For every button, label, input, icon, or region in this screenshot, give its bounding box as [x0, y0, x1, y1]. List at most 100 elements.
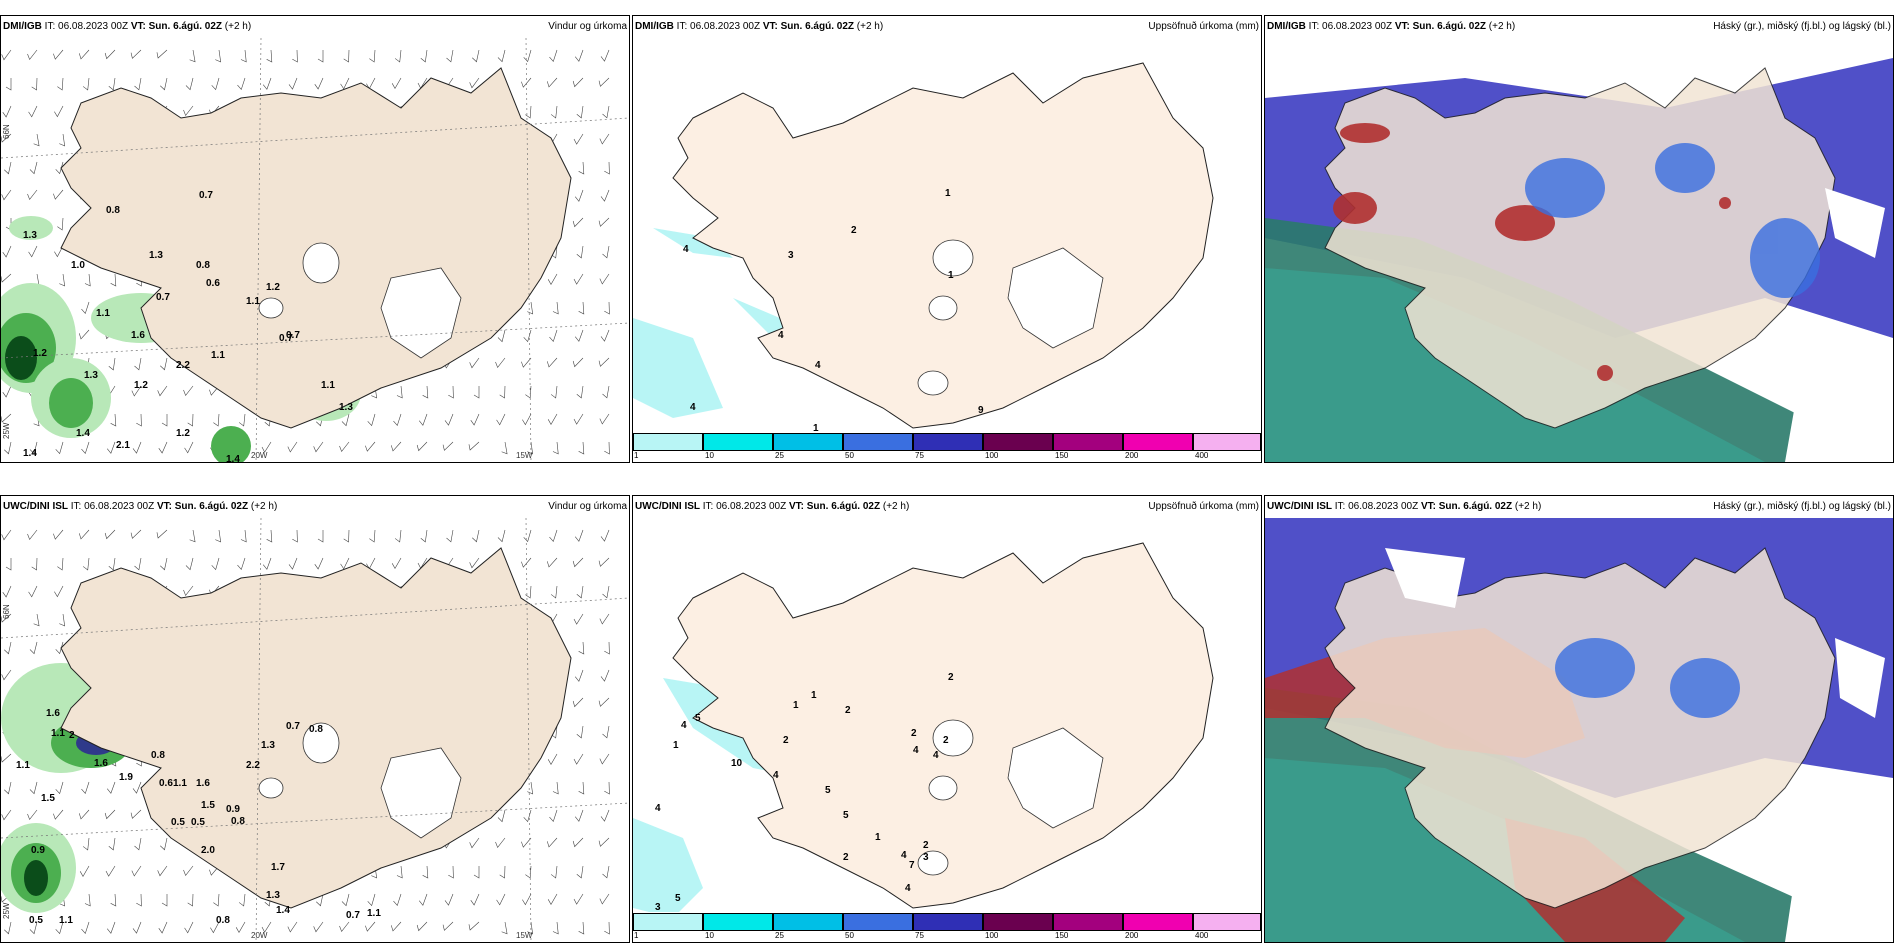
- wind-barb: [57, 217, 64, 231]
- wind-barb: [189, 529, 196, 543]
- precip-label: 1.1: [246, 296, 260, 307]
- precip-label: 0.8: [309, 724, 323, 735]
- colorbar-swatch: [1123, 433, 1193, 451]
- wind-barb: [602, 585, 610, 599]
- wind-barb: [521, 77, 532, 88]
- colorbar-tick: 100: [985, 451, 999, 460]
- wind-barb: [134, 557, 142, 571]
- accum-label: 1: [811, 690, 817, 701]
- accum-label: 1: [813, 423, 819, 434]
- wind-barb: [288, 77, 298, 90]
- colorbar-swatch: [1053, 913, 1123, 931]
- wind-barb: [33, 613, 40, 627]
- precip-label: 1.2: [176, 428, 190, 439]
- wind-barb: [110, 893, 117, 907]
- wind-barb: [416, 921, 428, 932]
- wind-barb: [84, 893, 91, 907]
- wind-barb: [572, 837, 584, 848]
- wind-barb: [2, 585, 12, 598]
- lon-label-25: 25W: [2, 422, 11, 439]
- colorbar-swatch: [983, 433, 1053, 451]
- wind-barb: [599, 753, 610, 765]
- wind-barb: [496, 413, 506, 426]
- colorbar-swatch: [983, 913, 1053, 931]
- wind-barb: [287, 921, 298, 933]
- wind-barb: [418, 413, 428, 426]
- valid-time: Sun. 6.ágú. 02Z: [780, 21, 854, 32]
- wind-barb: [78, 49, 90, 60]
- precip-label: 1.3: [266, 890, 280, 901]
- wind-barb: [599, 273, 610, 285]
- wind-barb: [523, 329, 532, 343]
- wind-barb: [420, 49, 428, 63]
- cloud-mid-patches: [1333, 123, 1731, 381]
- wind-barb: [600, 529, 610, 542]
- wind-barb: [157, 865, 168, 877]
- wind-barb: [525, 105, 532, 119]
- precip-label: 0.5: [29, 915, 43, 926]
- wind-barb: [600, 49, 610, 62]
- wind-barb: [472, 49, 480, 63]
- init-time: IT: 06.08.2023 00Z: [70, 501, 155, 512]
- colorbar-swatch: [1193, 433, 1261, 451]
- lon-label-15: 15W: [516, 931, 533, 940]
- lon-label-20: 20W: [251, 931, 268, 940]
- wind-barb: [576, 105, 584, 119]
- wind-barb: [104, 49, 116, 60]
- wind-barb: [82, 837, 90, 851]
- wind-barb: [1, 753, 12, 763]
- precip-label: 1.0: [71, 260, 85, 271]
- accum-label: 2: [948, 672, 954, 683]
- model-name: DMI/IGB: [3, 21, 42, 32]
- wind-barb: [469, 837, 480, 849]
- accum-label: 5: [675, 893, 681, 904]
- lat-label-66: 66N: [2, 604, 11, 619]
- wind-barb: [497, 529, 506, 543]
- wind-barb: [160, 837, 168, 851]
- iceland-landmass: [1324, 547, 1836, 909]
- wind-barb: [576, 585, 584, 599]
- wind-barb: [469, 77, 480, 89]
- model-name: UWC/DINI ISL: [635, 501, 700, 512]
- accum-label: 1: [875, 832, 881, 843]
- wind-barb: [600, 809, 610, 822]
- wind-barb: [552, 301, 559, 315]
- wind-barb: [4, 781, 12, 795]
- precip-label: 1.2: [33, 348, 47, 359]
- wind-barb: [110, 273, 117, 287]
- precip-label: 0.7: [346, 910, 360, 921]
- wind-barb: [156, 529, 168, 539]
- wind-barb: [161, 414, 168, 427]
- wind-barb: [317, 530, 324, 543]
- precip-label: 1.2: [266, 282, 280, 293]
- init-time: IT: 06.08.2023 00Z: [676, 21, 761, 32]
- wind-barb: [132, 781, 142, 794]
- wind-barb: [240, 529, 247, 543]
- colorbar-tick: 10: [705, 451, 714, 460]
- graticule: [1, 518, 629, 942]
- wind-barb: [598, 697, 610, 707]
- precip-label: 1.1: [211, 350, 225, 361]
- valid-label: VT:: [788, 501, 804, 512]
- wind-barb: [55, 921, 64, 935]
- wind-barb: [213, 413, 220, 427]
- wind-barb: [81, 301, 90, 315]
- wind-barb: [468, 921, 480, 931]
- wind-barb: [134, 357, 142, 371]
- wind-barb: [497, 49, 506, 63]
- precip-label: 1.1: [321, 380, 335, 391]
- precip-label: 1.5: [201, 800, 215, 811]
- panel-header: UWC/DINI ISL IT: 06.08.2023 00Z VT: Sun.…: [633, 496, 1261, 518]
- precip-label: 1.4: [226, 454, 240, 462]
- wind-barb: [211, 557, 220, 571]
- precip-label: 1.3: [261, 740, 275, 751]
- wind-barb: [78, 329, 90, 340]
- panel-cloud-dmi: DMI/IGB IT: 06.08.2023 00Z VT: Sun. 6.ág…: [1264, 15, 1894, 463]
- wind-barb: [604, 301, 610, 315]
- lat-label-66: 66N: [2, 124, 11, 139]
- wind-barb: [599, 613, 610, 625]
- wind-barb: [313, 921, 324, 933]
- wind-barb: [604, 161, 610, 175]
- wind-barb: [185, 557, 194, 571]
- precip-label: 0.8: [151, 750, 165, 761]
